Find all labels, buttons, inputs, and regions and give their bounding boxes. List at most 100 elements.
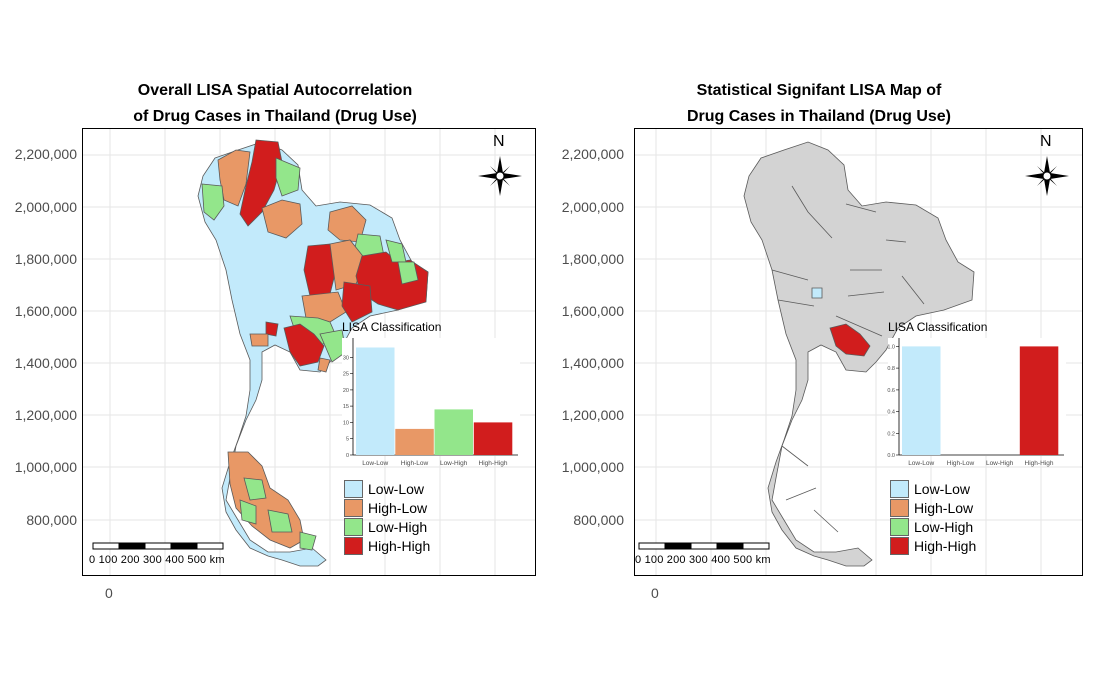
y-tick-label: 1,800,000 xyxy=(14,251,77,267)
region-high-low xyxy=(261,199,303,239)
left-inset-chart: 0 5 10 15 20 25 30 Low-Low High-Low Low-High High… xyxy=(342,338,520,467)
y-tick-label: 0.4 xyxy=(887,410,895,416)
legend-label: High-Low xyxy=(368,500,428,516)
y-tick-label: 1,400,000 xyxy=(561,355,624,371)
region-high-low xyxy=(317,357,331,373)
right-title-line-1: Statistical Signifant LISA Map of xyxy=(696,82,942,99)
y-tick-label: 1,600,000 xyxy=(561,303,624,319)
legend-label: Low-Low xyxy=(368,481,425,497)
region-low-high xyxy=(243,477,267,501)
right-inset-chart: 0.0 0.2 0.4 0.6 0.8 1.0 Low-Low High-Low Low-Hi… xyxy=(887,338,1066,467)
bar-high-high xyxy=(473,422,513,455)
y-tick-label: 20 xyxy=(343,388,349,394)
legend-swatch xyxy=(890,537,909,555)
region-high-high xyxy=(239,139,283,227)
legend-swatch xyxy=(344,480,363,498)
region-low-low xyxy=(811,287,823,299)
left-north-label: N xyxy=(493,133,505,150)
left-north-arrow-icon xyxy=(478,156,522,196)
left-map-canvas: 0 5 10 15 20 25 30 Low-Low High-Low Low-High High… xyxy=(83,129,535,575)
x-tick-label: Low-High xyxy=(440,460,468,467)
left-title-line-2: of Drug Cases in Thailand (Drug Use) xyxy=(133,108,417,125)
region-low-high xyxy=(239,499,257,525)
left-plot-frame xyxy=(82,128,536,576)
right-scale-bar-label: 0 100 200 300 400 500 km xyxy=(635,554,771,566)
x-tick-label: High-High xyxy=(479,460,508,467)
y-tick-label: 1,200,000 xyxy=(561,407,624,423)
bar-high-low xyxy=(395,428,434,455)
legend-label: High-High xyxy=(368,538,431,554)
y-tick-label: 0.0 xyxy=(887,453,895,459)
legend-label: High-High xyxy=(914,538,977,554)
region-low-high xyxy=(267,509,293,533)
legend-label: Low-Low xyxy=(914,481,971,497)
right-thailand-map xyxy=(743,141,975,567)
left-scale-bar xyxy=(92,542,224,550)
region-low-high xyxy=(397,261,419,285)
region-high-high xyxy=(341,281,373,323)
region-low-high xyxy=(299,531,317,551)
y-tick-label: 0.8 xyxy=(887,366,895,372)
right-north-label: N xyxy=(1040,133,1052,150)
bar-low-low xyxy=(902,346,941,455)
y-tick-label: 25 xyxy=(343,372,349,378)
legend-swatch xyxy=(890,480,909,498)
region-high-low xyxy=(217,149,251,207)
legend-label: Low-High xyxy=(914,519,974,535)
legend-swatch xyxy=(344,537,363,555)
right-title-line-2: Drug Cases in Thailand (Drug Use) xyxy=(686,108,952,125)
legend-swatch xyxy=(344,518,363,536)
right-scale-bar xyxy=(638,542,770,550)
left-map-title: Overall LISA Spatial Autocorrelation of … xyxy=(0,78,550,130)
y-tick-label: 1,000,000 xyxy=(561,459,624,475)
y-tick-label: 1,200,000 xyxy=(14,407,77,423)
left-map-panel: Overall LISA Spatial Autocorrelation of … xyxy=(0,0,546,676)
y-tick-label: 1,400,000 xyxy=(14,355,77,371)
left-title-line-1: Overall LISA Spatial Autocorrelation xyxy=(137,82,413,99)
bar-low-low xyxy=(356,347,395,455)
left-inset-title: LISA Classification xyxy=(342,320,442,334)
bar-high-high xyxy=(1019,346,1059,455)
x-tick-label: Low-Low xyxy=(362,460,388,467)
legend-swatch xyxy=(890,499,909,517)
legend-label: High-Low xyxy=(914,500,974,516)
x-tick-label: High-Low xyxy=(401,460,429,467)
right-map-panel: Statistical Signifant LISA Map of Drug C… xyxy=(546,0,1092,676)
region-high-low xyxy=(249,333,269,347)
legend-swatch xyxy=(890,518,909,536)
y-tick-label: 0.2 xyxy=(887,431,895,437)
right-map-canvas: 0.0 0.2 0.4 0.6 0.8 1.0 Low-Low High-Low Low-Hi… xyxy=(635,129,1082,575)
right-north-arrow-icon xyxy=(1025,156,1069,196)
x-tick-label: High-High xyxy=(1025,460,1054,467)
region-high-high xyxy=(283,323,325,367)
y-tick-label: 1,000,000 xyxy=(14,459,77,475)
y-tick-label: 10 xyxy=(343,420,349,426)
y-tick-label: 1,600,000 xyxy=(14,303,77,319)
y-tick-label: 1.0 xyxy=(887,344,895,350)
left-thailand-map xyxy=(197,139,429,567)
y-tick-label: 1,800,000 xyxy=(561,251,624,267)
y-tick-label: 2,000,000 xyxy=(14,199,77,215)
y-tick-label: 2,200,000 xyxy=(14,146,77,162)
y-tick-label: 800,000 xyxy=(573,512,624,528)
region-high-low xyxy=(301,291,347,323)
y-tick-label: 0.6 xyxy=(887,388,895,394)
y-tick-label: 2,000,000 xyxy=(561,199,624,215)
right-plot-frame xyxy=(634,128,1083,576)
legend-swatch xyxy=(344,499,363,517)
bar-low-high xyxy=(434,409,473,455)
legend-label: Low-High xyxy=(368,519,428,535)
y-tick-label: 15 xyxy=(343,404,349,410)
x-tick-label: Low-Low xyxy=(908,460,934,467)
y-tick-label: 800,000 xyxy=(26,512,77,528)
region-low-high xyxy=(201,183,225,221)
y-tick-label: 0 xyxy=(346,453,349,459)
right-map-title: Statistical Signifant LISA Map of Drug C… xyxy=(546,78,1092,130)
y-tick-label: 5 xyxy=(346,437,349,443)
x-tick-zero: 0 xyxy=(651,585,659,601)
y-tick-label: 2,200,000 xyxy=(561,146,624,162)
left-scale-bar-label: 0 100 200 300 400 500 km xyxy=(89,554,225,566)
x-tick-label: High-Low xyxy=(947,460,975,467)
right-inset-title: LISA Classification xyxy=(888,320,988,334)
y-tick-label: 30 xyxy=(343,355,349,361)
